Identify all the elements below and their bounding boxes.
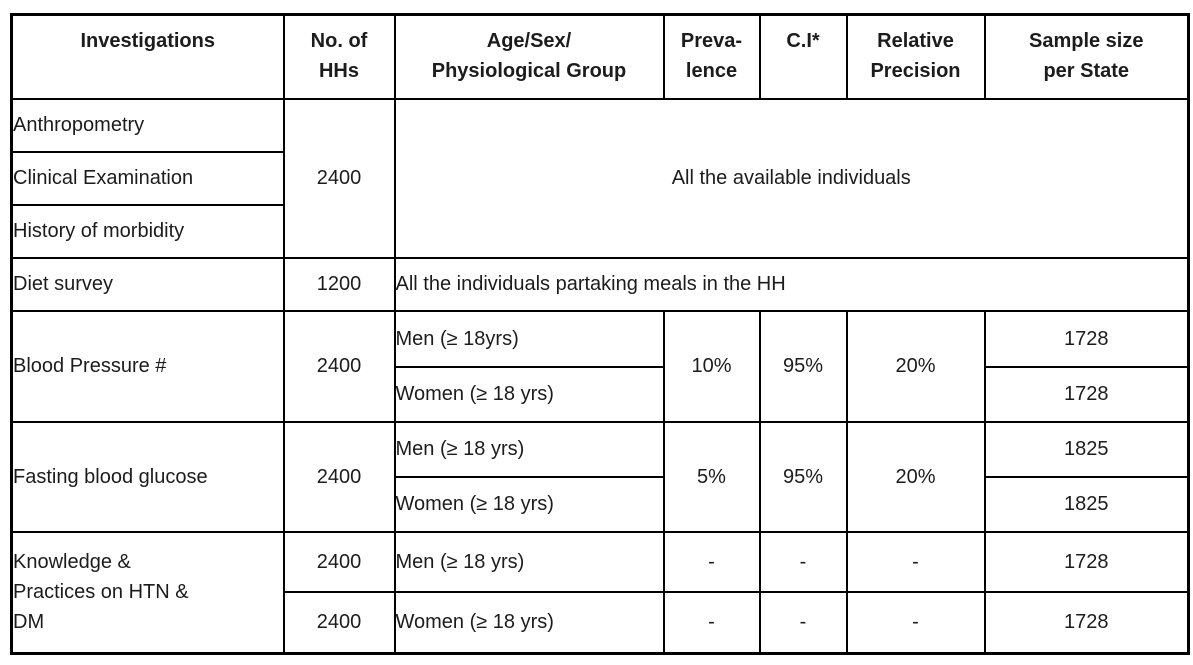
- cell-prevalence: 10%: [662, 309, 761, 423]
- cell-sample-size: 1728: [983, 309, 1190, 368]
- cell-investigation: Anthropometry: [10, 97, 285, 153]
- col-header-sample-size: Sample size per State: [983, 13, 1190, 100]
- header-row: Investigations No. of HHs Age/Sex/ Physi…: [10, 13, 1190, 100]
- cell-no-of-hhs: 2400: [282, 97, 396, 259]
- table-row-history-of-morbidity: History of morbidity: [10, 203, 1189, 259]
- cell-sample-size: 1825: [983, 420, 1190, 478]
- cell-no-of-hhs: 2400: [282, 420, 396, 533]
- cell-age-group: Men (≥ 18 yrs): [393, 420, 665, 478]
- cell-age-group: Men (≥ 18yrs): [393, 309, 665, 368]
- cell-investigation: Knowledge & Practices on HTN & DM: [10, 530, 285, 655]
- cell-sample-size: 1728: [983, 590, 1190, 655]
- cell-age-group: Women (≥ 18 yrs): [393, 475, 665, 533]
- table-row-blood-pressure-men: Blood Pressure # 2400 Men (≥ 18yrs) 10% …: [10, 309, 1190, 423]
- cell-no-of-hhs: 1200: [282, 256, 396, 312]
- cell-investigation: Clinical Examination: [10, 150, 285, 206]
- cell-no-of-hhs: 2400: [282, 590, 396, 655]
- cell-investigation: Diet survey: [10, 256, 285, 312]
- cell-relative-precision: -: [845, 530, 986, 593]
- cell-investigation: Fasting blood glucose: [10, 420, 285, 533]
- table-row-fasting-glucose-women: Women (≥ 18 yrs) 1825: [12, 475, 1190, 533]
- table-row-clinical-examination: Clinical Examination: [10, 150, 1189, 206]
- cell-relative-precision: 20%: [845, 309, 986, 423]
- cell-ci: -: [758, 590, 848, 655]
- cell-age-group: Women (≥ 18 yrs): [393, 365, 665, 423]
- table-row-diet-survey: Diet survey 1200 All the individuals par…: [10, 256, 1190, 312]
- table-row-fasting-glucose-men: Fasting blood glucose 2400 Men (≥ 18 yrs…: [10, 420, 1190, 533]
- cell-age-group: Men (≥ 18 yrs): [393, 530, 665, 593]
- cell-age-group: Women (≥ 18 yrs): [393, 590, 665, 655]
- cell-sample-size: 1825: [983, 475, 1190, 533]
- cell-relative-precision: 20%: [845, 420, 986, 533]
- merged-note-all-available: All the available individuals: [393, 97, 1190, 259]
- cell-investigation: Blood Pressure #: [10, 309, 285, 423]
- cell-prevalence: -: [662, 590, 761, 655]
- cell-prevalence: -: [662, 530, 761, 593]
- table-row-blood-pressure-women: Women (≥ 18 yrs) 1728: [12, 365, 1190, 423]
- survey-sampling-table: Investigations No. of HHs Age/Sex/ Physi…: [10, 13, 1190, 655]
- cell-no-of-hhs: 2400: [282, 530, 396, 593]
- col-header-investigations: Investigations: [10, 13, 285, 100]
- table-row-anthropometry: Anthropometry 2400 All the available ind…: [10, 97, 1190, 259]
- merged-note-partaking-meals: All the individuals partaking meals in t…: [393, 256, 1190, 312]
- col-header-ci: C.I*: [758, 13, 848, 100]
- cell-investigation: History of morbidity: [10, 203, 285, 259]
- cell-sample-size: 1728: [983, 365, 1190, 423]
- col-header-no-of-hhs: No. of HHs: [282, 13, 396, 100]
- table-row-knowledge-women: 2400 Women (≥ 18 yrs) - - - 1728: [12, 590, 1190, 655]
- cell-ci: 95%: [758, 309, 848, 423]
- cell-relative-precision: -: [845, 590, 986, 655]
- col-header-age-sex-group: Age/Sex/ Physiological Group: [393, 13, 665, 100]
- table-row-knowledge-men: Knowledge & Practices on HTN & DM 2400 M…: [10, 530, 1190, 655]
- cell-ci: -: [758, 530, 848, 593]
- cell-sample-size: 1728: [983, 530, 1190, 593]
- col-header-prevalence: Preva- lence: [662, 13, 761, 100]
- cell-prevalence: 5%: [662, 420, 761, 533]
- col-header-relative-precision: Relative Precision: [845, 13, 986, 100]
- cell-ci: 95%: [758, 420, 848, 533]
- cell-no-of-hhs: 2400: [282, 309, 396, 423]
